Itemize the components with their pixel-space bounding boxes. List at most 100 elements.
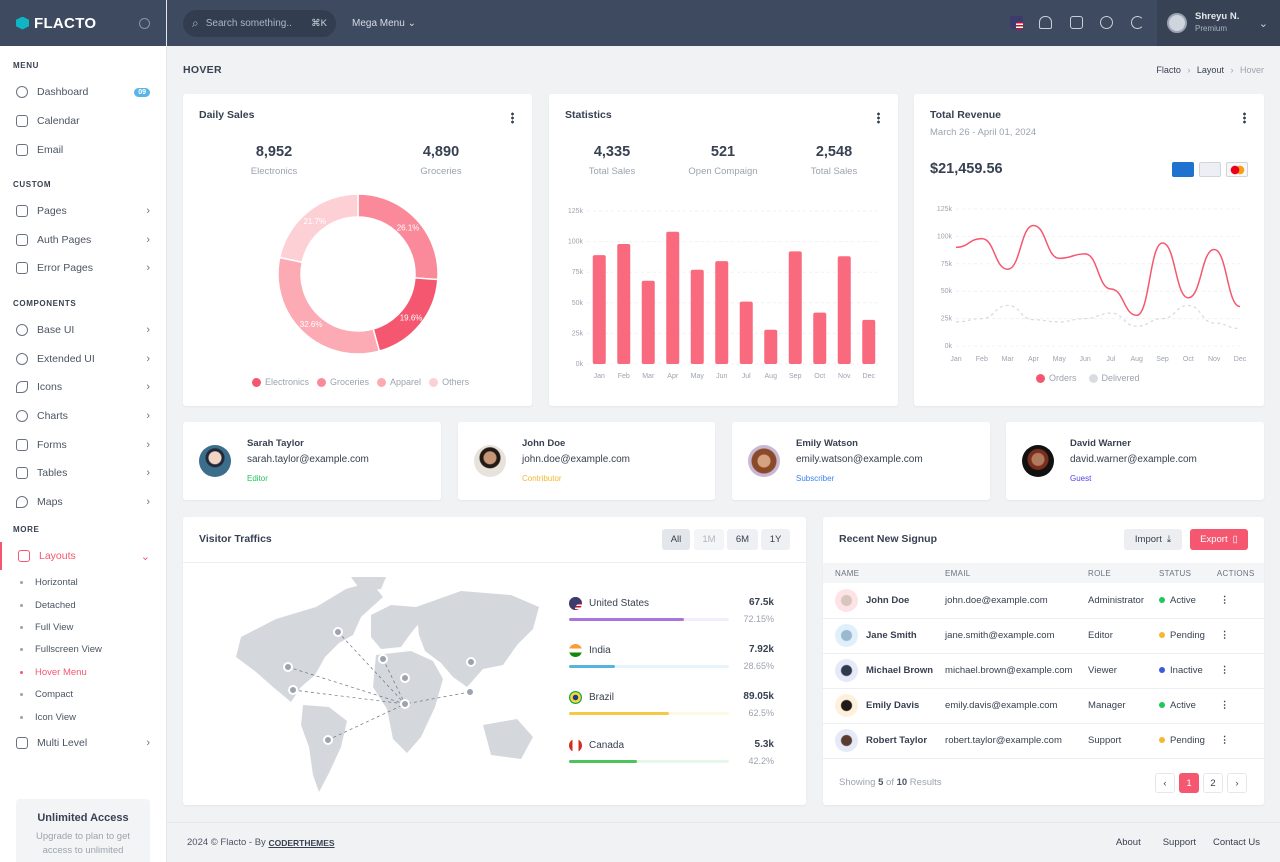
sidebar-sub-detached[interactable]: Detached [0, 594, 166, 616]
y-tick-label: 100k [937, 233, 953, 240]
sidebar-item-layouts[interactable]: Layouts ⌄ [0, 542, 166, 570]
x-tick-label: Sep [1156, 356, 1169, 363]
filter-6m-button[interactable]: 6M [727, 529, 758, 550]
footer-contact-link[interactable]: Contact Us [1213, 837, 1260, 848]
sidebar-item-error-pages[interactable]: Error Pages › [0, 254, 166, 282]
series-line-delivered [955, 304, 1241, 330]
x-tick-label: Nov [1208, 356, 1221, 363]
y-tick-label: 75k [941, 261, 953, 268]
gear-icon[interactable] [1100, 16, 1113, 29]
filter-all-button[interactable]: All [662, 529, 690, 550]
sidebar-item-base-ui[interactable]: Base UI › [0, 316, 166, 344]
download-icon: ⤓ [1166, 534, 1172, 545]
sidebar-sub-icon-view[interactable]: Icon View [0, 706, 166, 728]
card-title: Visitor Traffics [199, 533, 272, 545]
name-cell: Robert Taylor [823, 723, 934, 759]
more-vertical-icon[interactable] [1243, 112, 1246, 124]
sidebar-item-email[interactable]: Email [0, 136, 166, 164]
column-header: ROLE [1076, 563, 1148, 583]
showing-text: Results [907, 777, 942, 788]
user-card[interactable]: Emily Watson emily.watson@example.com Su… [732, 422, 990, 500]
import-label: Import [1134, 534, 1162, 545]
pagination-page-1[interactable]: 1 [1179, 773, 1199, 793]
stat-label: Electronics [250, 166, 298, 177]
sidebar-sub-horizontal[interactable]: Horizontal [0, 571, 166, 593]
us-flag-icon[interactable] [1010, 16, 1023, 29]
sidebar-item-extended-ui[interactable]: Extended UI › [0, 345, 166, 373]
export-button[interactable]: Export ▯ [1190, 529, 1248, 550]
import-button[interactable]: Import ⤓ [1124, 529, 1182, 550]
sidebar-item-forms[interactable]: Forms › [0, 431, 166, 459]
breadcrumb-link[interactable]: Flacto [1156, 65, 1181, 75]
x-tick-label: Mar [1002, 356, 1015, 363]
more-vertical-icon[interactable]: ⋮ [1219, 630, 1230, 641]
map-marker[interactable] [283, 662, 293, 672]
sidebar-item-dashboard[interactable]: Dashboard 09 [0, 78, 166, 106]
map-marker[interactable] [465, 687, 475, 697]
sidebar-item-pages[interactable]: Pages › [0, 197, 166, 225]
apps-icon[interactable] [1070, 16, 1083, 29]
total-revenue-card: Total Revenue March 26 - April 01, 2024 … [914, 94, 1264, 406]
filter-1y-button[interactable]: 1Y [761, 529, 790, 550]
x-tick-label: Dec [1234, 356, 1247, 363]
status-dot [1159, 737, 1166, 743]
sidebar-item-icons[interactable]: Icons › [0, 373, 166, 401]
map-marker[interactable] [378, 654, 388, 664]
table-row: Michael Brown michael.brown@example.com … [823, 653, 1264, 689]
breadcrumb-link[interactable]: Layout [1196, 65, 1224, 75]
upgrade-promo[interactable]: Unlimited Access Upgrade to plan to get a… [16, 799, 150, 862]
x-tick-label: May [691, 373, 705, 380]
more-vertical-icon[interactable] [877, 112, 880, 124]
bell-icon[interactable] [1039, 16, 1052, 29]
chevron-right-icon: › [1230, 65, 1234, 75]
sidebar-sub-hover-menu[interactable]: Hover Menu [0, 661, 166, 683]
sidebar-sub-fullscreen-view[interactable]: Fullscreen View [0, 638, 166, 660]
page-title: HOVER [183, 64, 222, 76]
map-marker[interactable] [333, 627, 343, 637]
map-marker[interactable] [400, 673, 410, 683]
moon-icon[interactable] [1131, 16, 1144, 29]
user-name: Shreyu N. [1195, 11, 1240, 22]
footer-support-link[interactable]: Support [1162, 837, 1196, 848]
user-card[interactable]: Sarah Taylor sarah.taylor@example.com Ed… [183, 422, 441, 500]
sidebar-toggle-icon[interactable] [139, 17, 150, 29]
map-marker[interactable] [466, 657, 476, 667]
sidebar-sub-compact[interactable]: Compact [0, 683, 166, 705]
filter-1m-button[interactable]: 1M [694, 529, 724, 550]
pagination-next[interactable]: › [1227, 773, 1247, 793]
footer-about-link[interactable]: About [1115, 837, 1141, 848]
x-tick-label: Mar [642, 373, 655, 380]
sidebar-item-calendar[interactable]: Calendar [0, 107, 166, 135]
footer-brand-link[interactable]: CODERTHEMES [268, 837, 335, 848]
sidebar-item-label: Tables [37, 467, 68, 479]
sidebar-item-charts[interactable]: Charts › [0, 402, 166, 430]
promo-text-line: access to unlimited [42, 845, 124, 856]
more-vertical-icon[interactable]: ⋮ [1219, 665, 1230, 676]
user-menu[interactable]: Shreyu N. Premium ⌄ [1157, 0, 1280, 46]
showing-text: Showing [839, 777, 879, 788]
pagination-page-2[interactable]: 2 [1203, 773, 1223, 793]
more-vertical-icon[interactable]: ⋮ [1219, 735, 1230, 746]
sidebar-item-multi-level[interactable]: Multi Level › [0, 729, 166, 757]
map-marker[interactable] [323, 735, 333, 745]
bar [788, 251, 802, 364]
user-card[interactable]: John Doe john.doe@example.com Contributo… [458, 422, 715, 500]
mega-menu-button[interactable]: Mega Menu ⌄ [352, 18, 416, 29]
footer-copyright: 2024 © Flacto - By [187, 837, 266, 848]
asia-shape [416, 591, 539, 687]
sidebar-item-tables[interactable]: Tables › [0, 459, 166, 487]
sidebar-item-maps[interactable]: Maps › [0, 488, 166, 516]
more-vertical-icon[interactable]: ⋮ [1219, 594, 1230, 606]
user-card[interactable]: David Warner david.warner@example.com Gu… [1006, 422, 1264, 500]
map-marker[interactable] [400, 699, 410, 709]
map-marker[interactable] [288, 685, 298, 695]
more-vertical-icon[interactable]: ⋮ [1219, 700, 1230, 711]
sidebar-sub-full-view[interactable]: Full View [0, 616, 166, 638]
chevron-right-icon: › [146, 234, 150, 246]
more-vertical-icon[interactable] [511, 112, 514, 124]
search-input[interactable]: ⌕ Search something.. ⌘K [183, 9, 336, 37]
x-tick-label: Apr [1028, 356, 1040, 363]
chevron-right-icon: › [146, 262, 150, 274]
sidebar-item-auth-pages[interactable]: Auth Pages › [0, 226, 166, 254]
pagination-prev[interactable]: ‹ [1155, 773, 1175, 793]
